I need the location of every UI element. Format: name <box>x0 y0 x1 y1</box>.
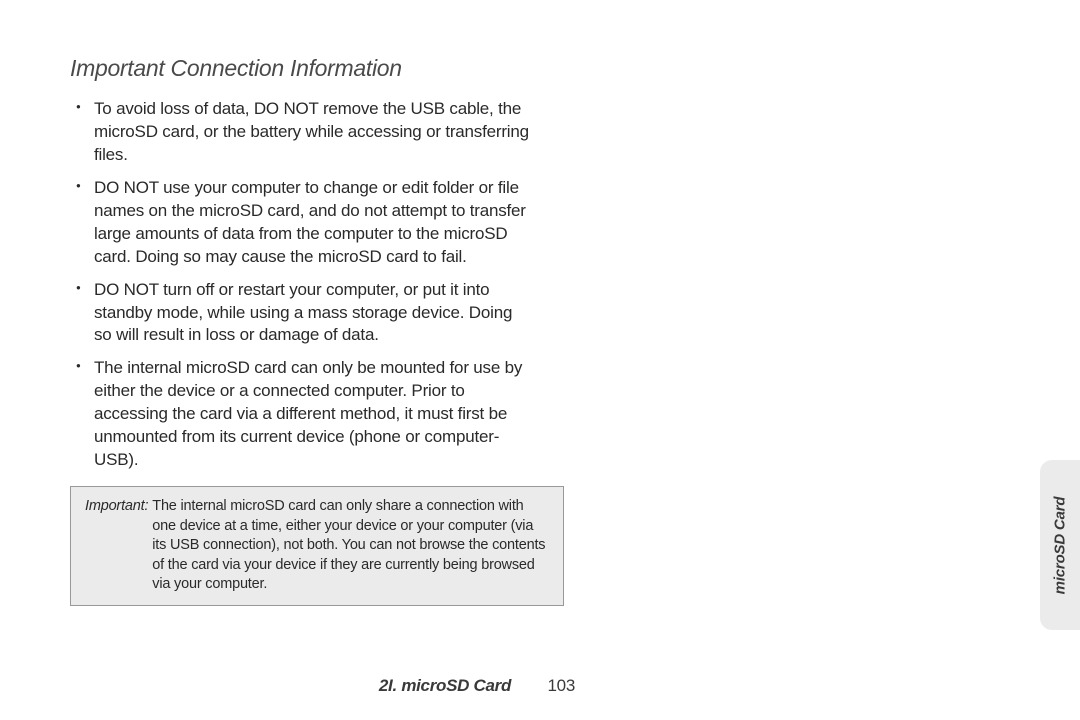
page-footer: 2I. microSD Card 103 <box>379 676 575 696</box>
bullet-item: DO NOT use your computer to change or ed… <box>94 177 530 269</box>
note-label: Important: <box>85 497 152 595</box>
section-heading: Important Connection Information <box>70 55 530 82</box>
bullet-item: The internal microSD card can only be mo… <box>94 357 530 472</box>
note-text: The internal microSD card can only share… <box>152 497 549 595</box>
bullet-list: To avoid loss of data, DO NOT remove the… <box>70 98 530 472</box>
note-content: Important: The internal microSD card can… <box>85 497 549 595</box>
page-number: 103 <box>548 676 575 695</box>
side-tab-label: microSD Card <box>1052 496 1069 594</box>
page-content: Important Connection Information To avoi… <box>0 0 600 636</box>
important-note-box: Important: The internal microSD card can… <box>70 486 564 606</box>
bullet-item: DO NOT turn off or restart your computer… <box>94 279 530 348</box>
footer-section: 2I. microSD Card <box>379 676 511 695</box>
bullet-item: To avoid loss of data, DO NOT remove the… <box>94 98 530 167</box>
side-tab: microSD Card <box>1040 460 1080 630</box>
